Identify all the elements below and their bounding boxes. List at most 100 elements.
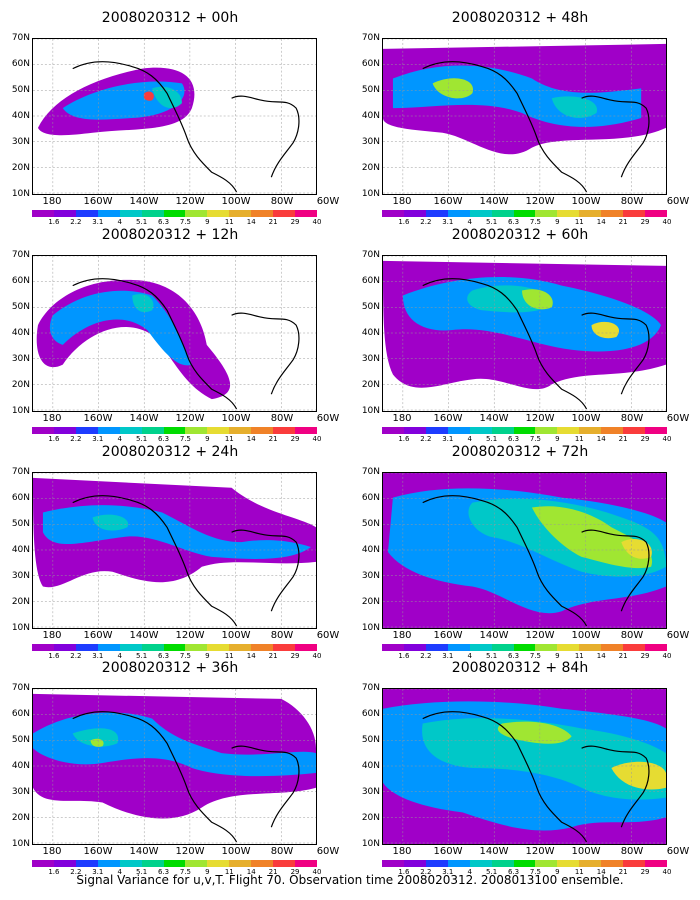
panel-title: 2008020312 + 72h <box>451 444 589 460</box>
colorbar-swatch <box>32 860 54 867</box>
colorbar-label: 11 <box>224 868 234 876</box>
colorbar-swatch <box>557 644 580 651</box>
lon-label: 140W <box>479 846 509 857</box>
lat-label: 60N <box>11 709 30 719</box>
lat-label: 40N <box>11 545 30 555</box>
colorbar-label: 14 <box>246 652 256 660</box>
colorbar-swatch <box>535 427 558 434</box>
colorbar-label: 9 <box>555 868 560 876</box>
lat-label: 20N <box>11 597 30 607</box>
colorbar <box>382 210 667 217</box>
lon-label: 100W <box>571 196 601 207</box>
colorbar <box>32 860 317 867</box>
colorbar-swatch <box>207 210 230 217</box>
lat-label: 30N <box>11 787 30 797</box>
lon-label: 180 <box>392 630 412 641</box>
lon-label: 100W <box>571 630 601 641</box>
lon-label: 120W <box>525 196 555 207</box>
colorbar-label: 9 <box>205 218 210 226</box>
lon-label: 60W <box>666 630 690 641</box>
colorbar-swatch <box>251 860 274 867</box>
signal-variance-map-icon <box>383 256 666 411</box>
variance-contour-fill <box>497 721 572 744</box>
lon-label: 100W <box>571 846 601 857</box>
colorbar-swatch <box>32 210 54 217</box>
colorbar <box>32 427 317 434</box>
colorbar-label: 3.1 <box>92 652 104 660</box>
colorbar-swatch <box>207 860 230 867</box>
lon-label: 120W <box>175 630 205 641</box>
signal-variance-map-icon <box>383 39 666 194</box>
colorbar-label: 2.2 <box>420 435 432 443</box>
lon-label: 60W <box>316 413 340 424</box>
colorbar-label: 3.1 <box>442 435 454 443</box>
colorbar-label: 7.5 <box>529 435 542 443</box>
colorbar-swatch <box>645 644 667 651</box>
colorbar-label: 1.6 <box>398 868 410 876</box>
colorbar <box>32 644 317 651</box>
colorbar-swatch <box>32 427 54 434</box>
forecast-panel: 2008020312 + 00h 70N 60N 50N 40N 30N 20N 10N 180… <box>0 8 340 226</box>
forecast-panel: 2008020312 + 72h 70N 60N 50N 40N 30N 20N 10N 180… <box>350 442 690 660</box>
map-area <box>32 472 317 629</box>
colorbar-swatch <box>557 210 580 217</box>
lon-label: 180 <box>42 846 62 857</box>
lat-label: 70N <box>361 467 380 477</box>
lon-label: 180 <box>42 630 62 641</box>
lon-label: 80W <box>620 413 644 424</box>
lat-label: 10N <box>361 623 380 633</box>
colorbar-label: 40 <box>312 218 322 226</box>
colorbar-swatch <box>119 644 142 651</box>
colorbar-swatch <box>557 427 580 434</box>
colorbar-swatch <box>469 427 492 434</box>
panel-title: 2008020312 + 84h <box>451 660 589 676</box>
colorbar-label: 40 <box>662 218 672 226</box>
colorbar-label: 2.2 <box>70 435 82 443</box>
colorbar-swatch <box>513 860 536 867</box>
colorbar-label: 14 <box>246 435 256 443</box>
colorbar-label: 14 <box>246 218 256 226</box>
colorbar-label: 29 <box>290 218 300 226</box>
colorbar-label: 6.3 <box>507 435 520 443</box>
signal-variance-map-icon <box>383 473 666 628</box>
colorbar-label: 11 <box>224 218 234 226</box>
colorbar-label: 2.2 <box>70 218 82 226</box>
colorbar-label: 7.5 <box>179 218 192 226</box>
colorbar-swatch <box>579 644 602 651</box>
lat-label: 10N <box>361 839 380 849</box>
panel-title: 2008020312 + 48h <box>451 10 589 26</box>
colorbar-swatch <box>623 860 646 867</box>
colorbar-label: 1.6 <box>48 868 60 876</box>
colorbar-swatch <box>185 210 208 217</box>
colorbar-label: 14 <box>596 435 606 443</box>
lat-label: 50N <box>361 302 380 312</box>
lon-label: 180 <box>42 413 62 424</box>
lat-label: 30N <box>11 354 30 364</box>
colorbar-swatch <box>513 427 536 434</box>
colorbar-swatch <box>141 210 164 217</box>
lon-label: 120W <box>175 846 205 857</box>
colorbar-swatch <box>579 860 602 867</box>
variance-contour-fill <box>551 96 598 118</box>
colorbar-label: 7.5 <box>179 868 192 876</box>
variance-contour-fill <box>621 538 652 559</box>
colorbar-label: 9 <box>555 652 560 660</box>
lon-label: 100W <box>221 630 251 641</box>
map-area <box>382 38 667 195</box>
colorbar-label: 6.3 <box>157 218 170 226</box>
map-area <box>32 38 317 195</box>
lat-label: 70N <box>11 467 30 477</box>
colorbar-swatch <box>623 644 646 651</box>
lat-label: 10N <box>361 189 380 199</box>
panel-title: 2008020312 + 00h <box>101 10 239 26</box>
colorbar-swatch <box>163 644 186 651</box>
variance-contour-fill <box>92 514 129 531</box>
colorbar-swatch <box>513 210 536 217</box>
colorbar-label: 2.2 <box>420 218 432 226</box>
lat-label: 30N <box>11 571 30 581</box>
colorbar-swatch <box>163 210 186 217</box>
lat-label: 60N <box>11 276 30 286</box>
forecast-panel: 2008020312 + 84h 70N 60N 50N 40N 30N 20N 10N 180… <box>350 658 690 876</box>
colorbar-label: 11 <box>574 652 584 660</box>
lat-label: 70N <box>11 250 30 260</box>
